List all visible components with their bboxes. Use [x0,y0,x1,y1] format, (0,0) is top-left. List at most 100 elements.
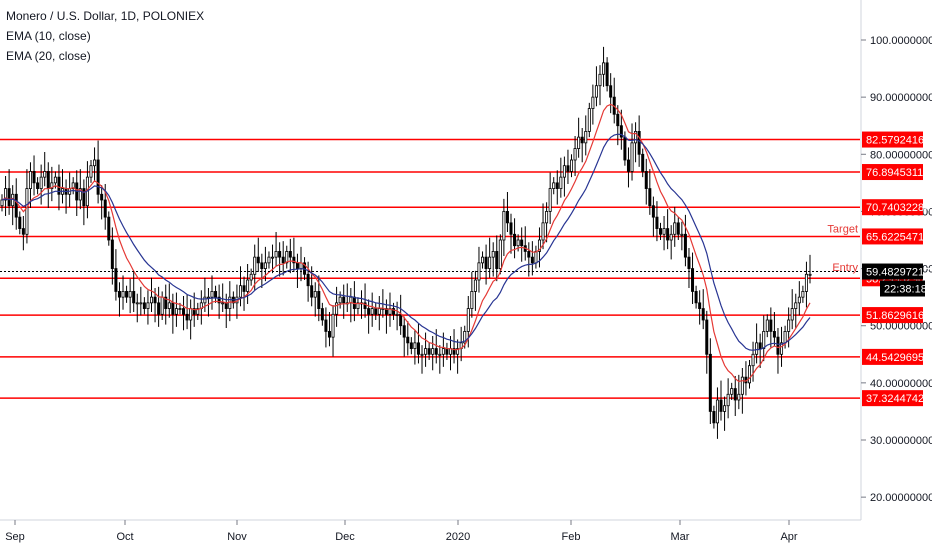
symbol-title[interactable]: Monero / U.S. Dollar, 1D, POLONIEX [6,9,205,23]
candle-body [780,342,784,355]
level-price-tag [862,164,923,181]
candle-body [331,313,335,338]
candle [765,314,769,338]
annotation-entry: Entry [832,262,858,274]
x-tick-label: Sep [5,531,25,543]
candle-body [545,211,549,224]
candle [669,225,673,260]
candle [516,234,520,252]
candle [288,238,292,274]
candle-body [705,319,709,355]
candle [32,155,36,196]
level-price-tag [862,199,923,216]
level-price-tag [862,390,923,407]
candle [149,277,154,312]
candle [431,336,435,371]
candle [224,293,228,328]
candle-body [594,85,598,98]
candle-body [580,136,584,144]
candle [256,237,260,272]
candle [626,147,630,188]
candle-body [167,302,171,309]
candle-body [110,239,114,269]
candle-body [481,256,485,264]
level-price-label: 76.89453116 [866,167,929,179]
candle-body [135,302,139,305]
candle [477,246,481,293]
time-axis[interactable]: Sep Oct Nov Dec 2020 Feb Mar Apr [5,520,798,543]
candle [577,117,581,158]
candle-body [584,131,588,144]
candle [345,283,349,312]
candle [548,172,552,224]
candle-body [256,256,260,264]
candle-body [164,296,168,309]
candle [534,245,538,269]
candle-body [142,302,146,309]
candle [139,286,143,316]
ema10-line [1,103,811,383]
candle [71,177,75,195]
candle-body [587,108,591,132]
candle [509,213,513,254]
candle-body [221,302,225,305]
candle [363,283,367,318]
candle-body [185,313,189,321]
candle-body [0,199,4,207]
candle-body [36,182,40,189]
candle [274,232,278,267]
candle-body [93,159,97,167]
candle [242,276,246,311]
countdown-tag [880,280,925,297]
candle-body [249,273,253,281]
candle-body [772,331,776,338]
candle [566,149,570,184]
candle-body [424,348,428,355]
candle-body [125,291,129,298]
ema20-legend[interactable]: EMA (20, close) [6,49,91,63]
candle [121,275,125,310]
candlesticks [0,46,812,439]
level-price-label: 44.54296954 [866,352,930,364]
candle-body [21,228,25,235]
candle-body [217,296,221,304]
candle-body [637,131,641,155]
ema20-line [1,133,811,351]
x-tick-label: 2020 [446,531,470,543]
candle [68,172,72,207]
candle-body [573,148,577,161]
candle [705,310,709,374]
candle-body [157,302,161,315]
candle [708,338,712,424]
candle [605,57,609,92]
y-tick-label: 20.00000000 [870,492,932,504]
candle-body [495,251,499,269]
candle-body [238,285,242,298]
candle-body [751,353,755,367]
candle [726,378,730,419]
candle [609,73,613,114]
candle [238,266,242,307]
candle [253,244,257,291]
candle [797,281,801,316]
candle [616,105,620,146]
candle [552,177,556,195]
candle [285,245,289,269]
ema10-legend[interactable]: EMA (10, close) [6,29,91,43]
candle [733,376,737,416]
candle [755,323,759,364]
candle-body [666,228,670,241]
candle [730,382,734,400]
candle [107,211,111,246]
candle [324,307,328,348]
candle-body [224,302,228,309]
candle-body [399,313,403,327]
candle-body [463,331,467,344]
level-price-label: 70.74032284 [866,202,930,214]
candle-body [648,188,652,207]
candle-body [687,256,691,269]
candle [790,289,794,330]
candle-body [537,239,541,252]
candle-body [363,302,367,309]
